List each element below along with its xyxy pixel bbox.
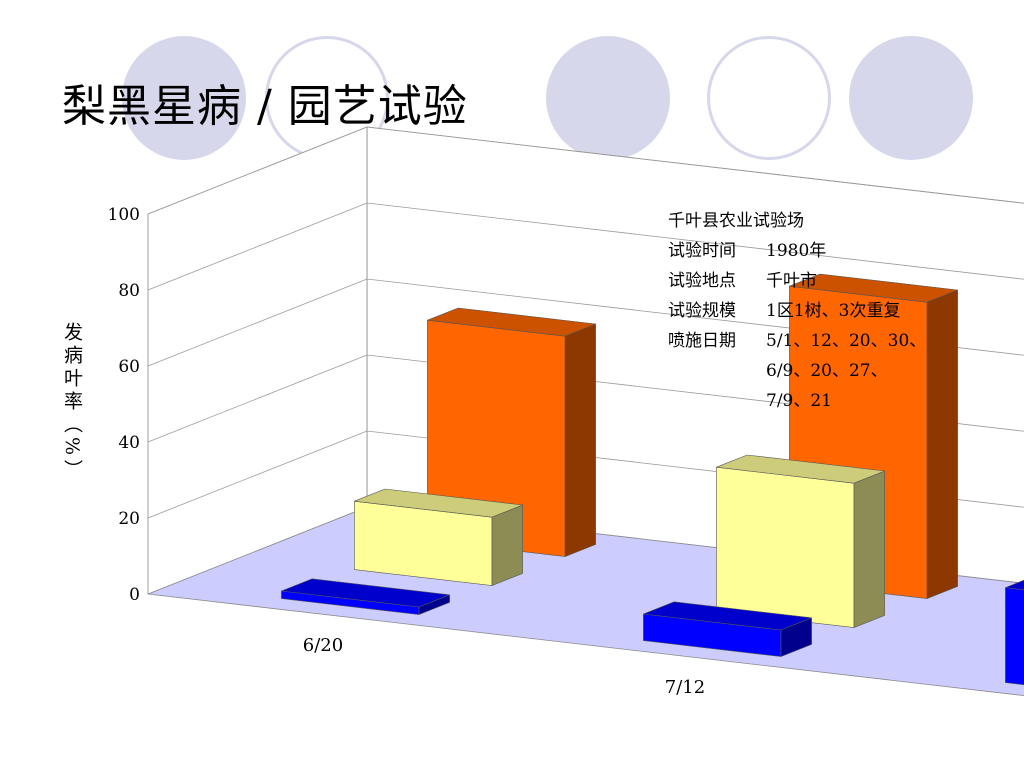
note-label: 喷施日期 xyxy=(668,331,736,351)
bar-top xyxy=(281,578,450,608)
note-row: 试验规模 1区1树、3次重复 xyxy=(668,296,926,326)
bar xyxy=(427,307,596,558)
gridline xyxy=(147,126,1024,215)
y-tick-label: 20 xyxy=(118,509,140,529)
y-tick-label: 60 xyxy=(118,357,140,377)
bar-top xyxy=(427,307,596,337)
gridline xyxy=(147,278,1024,367)
y-tick-label: 0 xyxy=(129,585,140,605)
gridline xyxy=(147,202,1024,291)
decorative-circle xyxy=(546,36,670,160)
y-tick-label: 100 xyxy=(108,205,140,225)
bar xyxy=(1005,579,1024,686)
bar xyxy=(643,601,812,658)
bar-top xyxy=(354,488,523,518)
x-category-label: 6/20 xyxy=(303,635,343,656)
y-tick-label: 40 xyxy=(118,433,140,453)
note-label: 试验规模 xyxy=(668,301,736,321)
bar-top xyxy=(789,273,958,303)
note-label: 试验时间 xyxy=(668,241,736,261)
chart-gridlines xyxy=(147,126,1024,519)
note-continuation: 7/9、21 xyxy=(766,391,832,411)
decorative-circle xyxy=(122,36,246,160)
bar-side xyxy=(491,504,523,587)
note-value: 千叶市 xyxy=(766,271,817,291)
note-row: 试验时间 1980年 xyxy=(668,236,926,266)
bar-front xyxy=(1005,587,1024,686)
bar xyxy=(354,488,523,587)
y-tick-label: 80 xyxy=(118,281,140,301)
note-value: 1区1树、3次重复 xyxy=(766,301,901,321)
bar-top xyxy=(1005,579,1024,591)
bar-side xyxy=(564,323,596,558)
y-axis-label: 发病叶率（%） xyxy=(61,322,83,482)
bar-side xyxy=(853,470,885,629)
y-axis-ticks: 0 20 40 60 80 100 xyxy=(108,205,140,605)
slide-title: 梨黑星病 / 园艺试验 xyxy=(62,81,468,132)
gridline xyxy=(147,354,1024,443)
gridline xyxy=(147,430,1024,519)
decorative-circle xyxy=(849,36,973,160)
notes-header: 千叶县农业试验场 xyxy=(668,211,804,231)
note-row: 试验地点 千叶市 xyxy=(668,266,926,296)
x-category-label: 7/12 xyxy=(665,677,705,698)
chart-bars xyxy=(281,273,1024,686)
bar xyxy=(716,454,885,629)
note-continuation: 6/9、20、27、 xyxy=(766,361,888,381)
bar-top xyxy=(643,601,812,631)
x-axis-categories: 6/207/128/7 xyxy=(303,635,705,698)
bar-side xyxy=(926,289,958,600)
trial-notes: 千叶县农业试验场 试验时间 1980年 试验地点 千叶市 试验规模 1区1树、3… xyxy=(668,206,926,416)
note-label: 试验地点 xyxy=(668,271,736,291)
note-value: 1980年 xyxy=(766,241,827,261)
note-row: 喷施日期 5/1、12、20、30、 xyxy=(668,326,926,356)
bar xyxy=(281,578,450,616)
bar-top xyxy=(716,454,885,484)
bar-front xyxy=(716,466,855,628)
note-value: 5/1、12、20、30、 xyxy=(766,331,927,351)
decorative-ring xyxy=(707,36,831,160)
